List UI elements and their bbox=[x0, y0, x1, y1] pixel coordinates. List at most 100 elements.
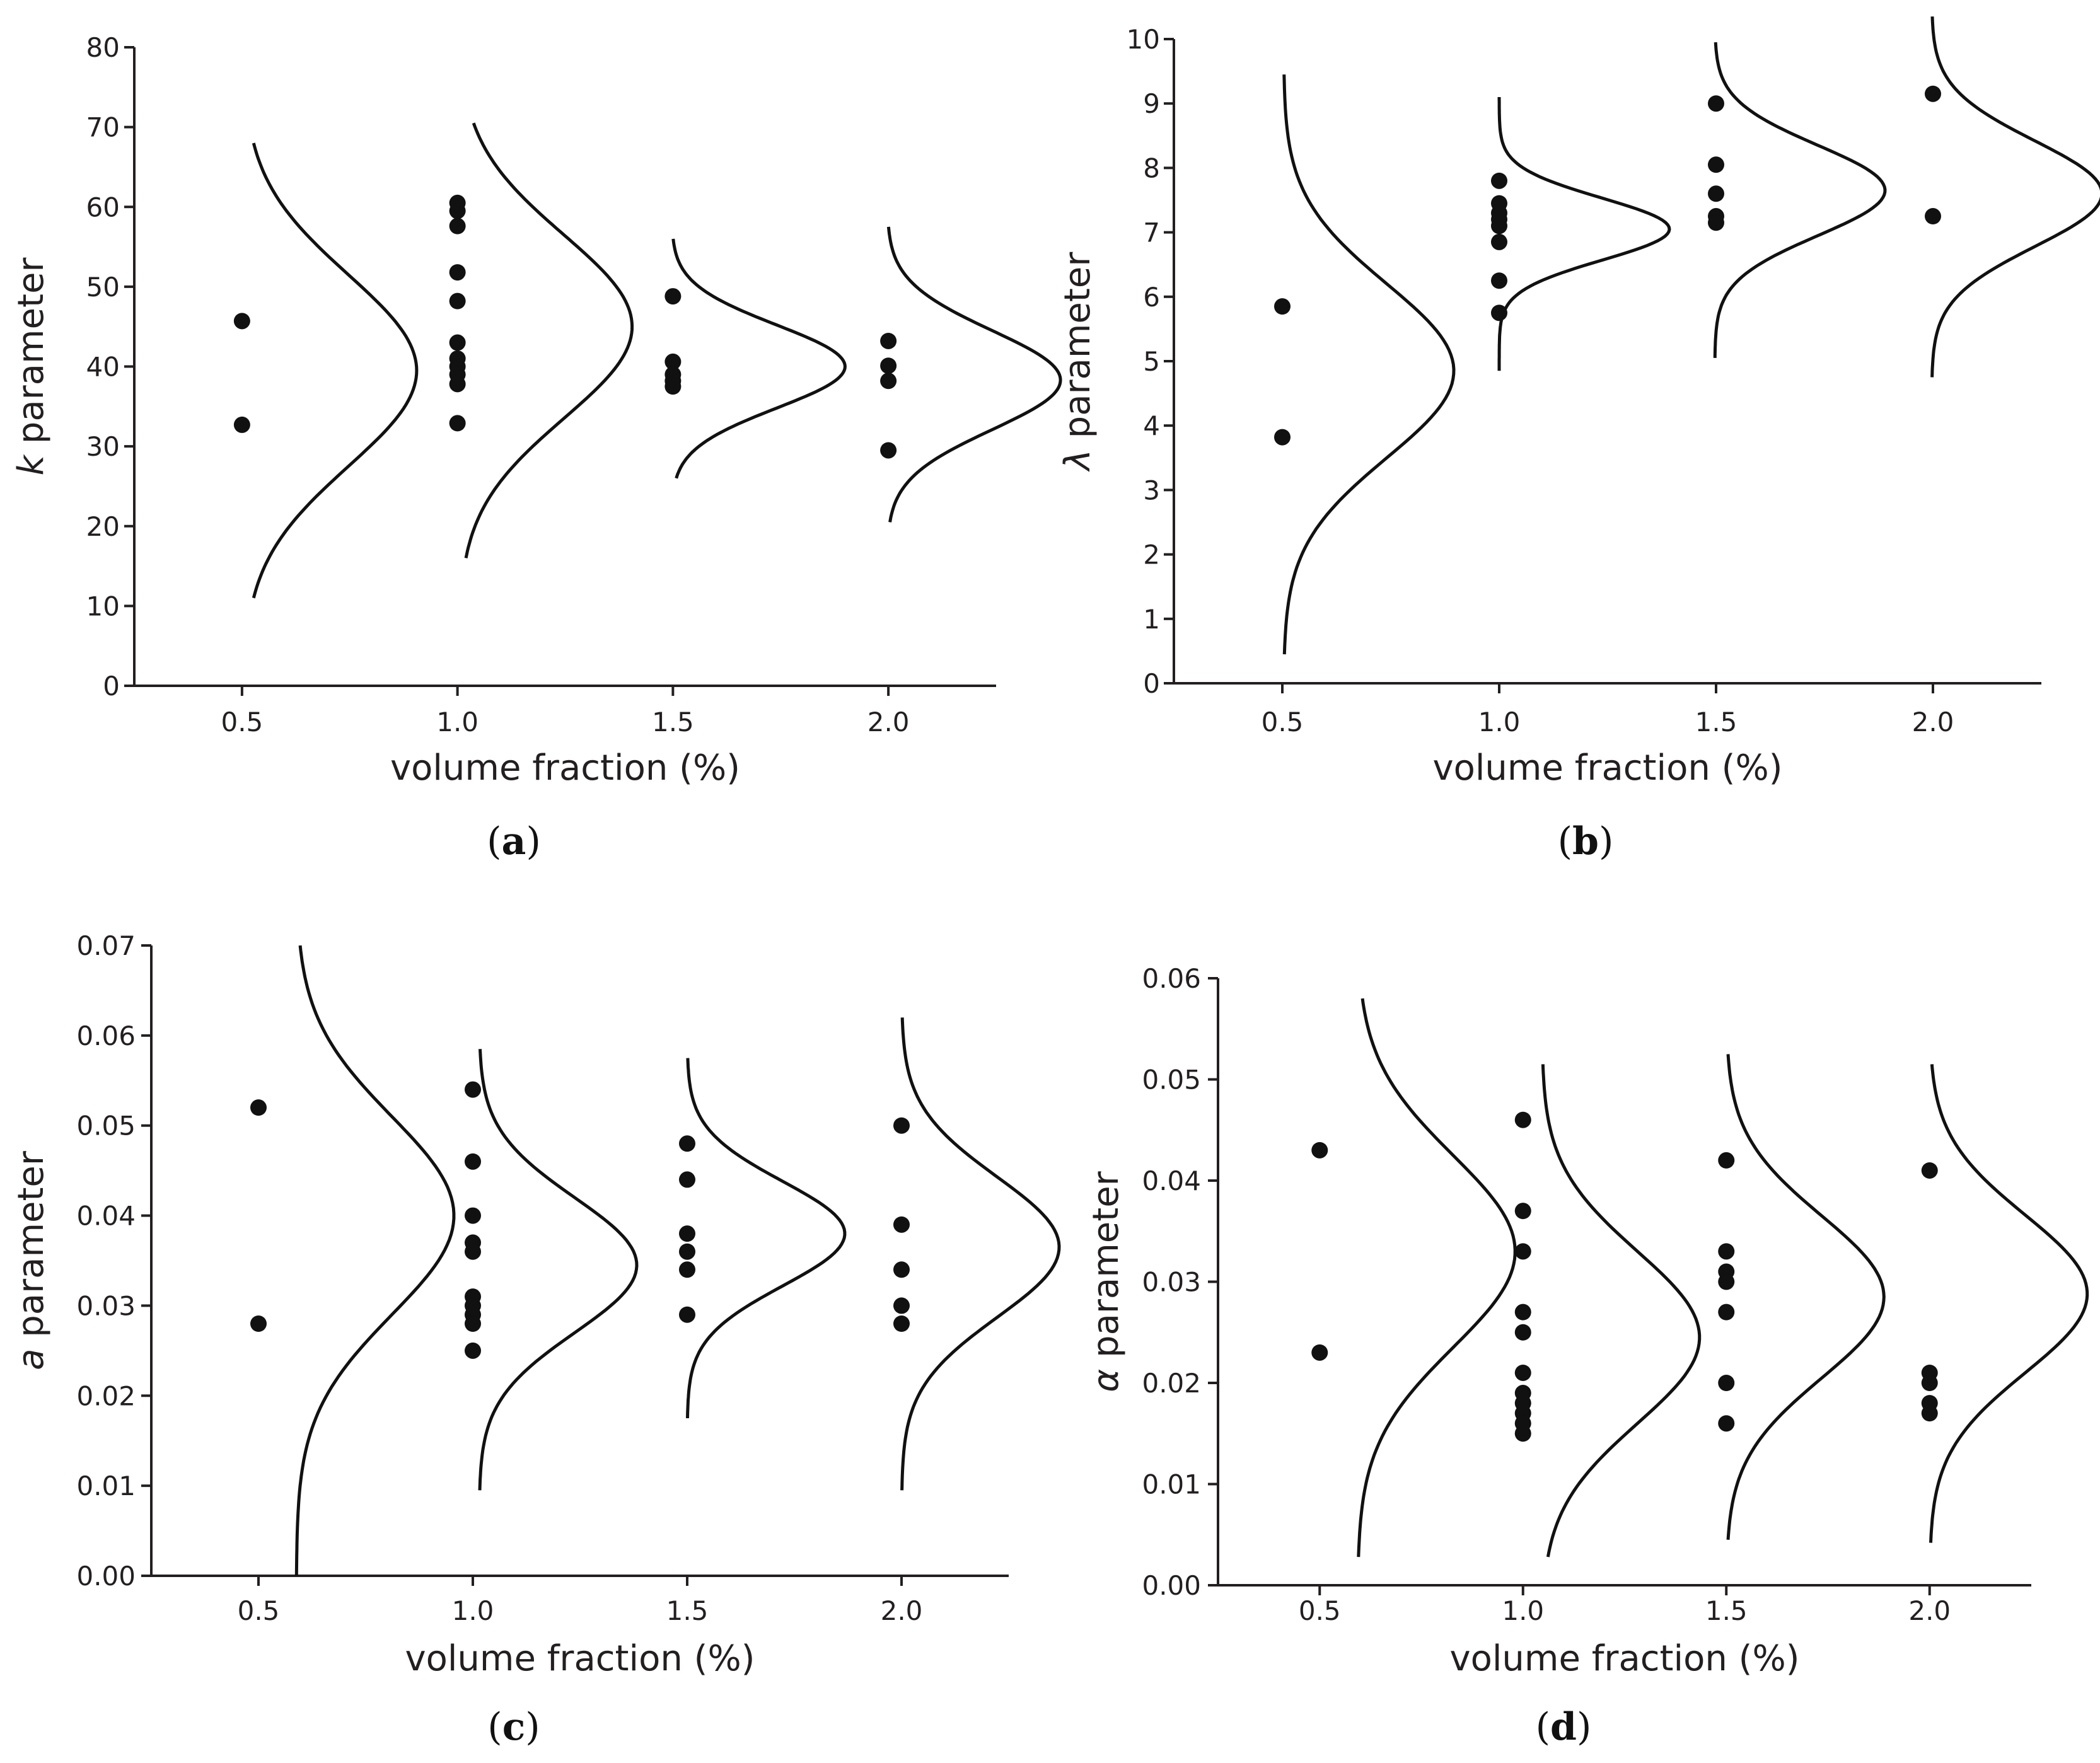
data-point bbox=[1491, 172, 1507, 189]
panel-label-close: ) bbox=[526, 819, 540, 864]
data-point bbox=[1514, 1324, 1531, 1341]
data-point bbox=[1491, 217, 1507, 234]
x-tick-label: 1.0 bbox=[1478, 707, 1521, 737]
y-axis-title: α parameter bbox=[1086, 1171, 1127, 1392]
data-point bbox=[465, 1081, 481, 1098]
y-axis-title-symbol: a bbox=[11, 1349, 52, 1370]
data-point bbox=[1718, 1152, 1735, 1169]
data-point bbox=[250, 1315, 267, 1332]
y-axis-title: a parameter bbox=[11, 1150, 52, 1370]
y-tick-label: 0.04 bbox=[1142, 1165, 1201, 1196]
data-point bbox=[1514, 1243, 1531, 1260]
y-tick-label: 50 bbox=[86, 272, 120, 303]
y-tick-label: 0 bbox=[1143, 668, 1160, 699]
data-point bbox=[1708, 156, 1724, 173]
data-point bbox=[449, 334, 466, 351]
distribution-curve bbox=[1541, 1064, 1702, 1558]
y-tick-label: 1 bbox=[1143, 604, 1160, 635]
y-axis-title-symbol: λ bbox=[1057, 449, 1098, 472]
data-point bbox=[880, 442, 897, 459]
x-axis-title: volume fraction (%) bbox=[405, 1638, 755, 1679]
distribution-curve bbox=[1929, 1064, 2089, 1543]
data-point bbox=[880, 332, 897, 349]
data-point bbox=[1311, 1142, 1328, 1159]
x-tick-label: 1.5 bbox=[1705, 1595, 1748, 1626]
panel-c: 0.00 0.01 0.02 0.03 0.04 0.05 0.06 0.07 0.5 1.0 1.… bbox=[11, 930, 1061, 1749]
panel-label: (b) bbox=[1558, 819, 1614, 864]
data-point bbox=[465, 1315, 481, 1332]
y-tick-label: 30 bbox=[86, 431, 120, 462]
data-point bbox=[1708, 95, 1724, 112]
data-point bbox=[893, 1261, 910, 1278]
y-axis-title-text: parameter bbox=[11, 1150, 52, 1348]
data-point bbox=[1514, 1364, 1531, 1381]
data-point bbox=[679, 1243, 695, 1260]
data-point bbox=[1274, 429, 1291, 446]
x-axis-title: volume fraction (%) bbox=[1449, 1638, 1799, 1679]
x-tick-label: 1.0 bbox=[436, 707, 479, 737]
data-point bbox=[449, 217, 466, 234]
data-point bbox=[893, 1216, 910, 1233]
x-tick-label: 1.5 bbox=[652, 707, 694, 737]
data-point bbox=[1491, 304, 1507, 321]
distribution-curve bbox=[252, 142, 419, 599]
x-tick-label: 1.0 bbox=[452, 1595, 494, 1626]
panel-label-close: ) bbox=[525, 1705, 540, 1749]
panel-label-open: ( bbox=[487, 819, 501, 864]
panel-b: 0 1 2 3 4 5 6 7 8 9 10 0.5 1.0 1.5 2.0 volume fraction … bbox=[1057, 16, 2100, 864]
data-point bbox=[679, 1171, 695, 1188]
x-tick-label: 0.5 bbox=[1299, 1595, 1341, 1626]
distribution-curve bbox=[1357, 998, 1517, 1558]
data-point bbox=[880, 357, 897, 374]
x-tick-label: 2.0 bbox=[1908, 1595, 1951, 1626]
y-tick-label: 0.03 bbox=[1142, 1267, 1201, 1298]
y-tick-label: 8 bbox=[1143, 153, 1160, 183]
data-point bbox=[1718, 1243, 1735, 1260]
x-tick-label: 1.5 bbox=[666, 1595, 709, 1626]
data-point bbox=[1514, 1111, 1531, 1128]
distribution-curve bbox=[671, 238, 847, 479]
data-point bbox=[1708, 185, 1724, 202]
x-tick-label: 2.0 bbox=[1912, 707, 1954, 737]
panel-label-letter: d bbox=[1550, 1705, 1577, 1749]
y-tick-label: 7 bbox=[1143, 217, 1160, 248]
distribution-curve bbox=[886, 226, 1062, 523]
y-axis-title-symbol: k bbox=[11, 453, 52, 475]
y-tick-label: 70 bbox=[86, 112, 120, 143]
y-tick-label: 6 bbox=[1143, 282, 1160, 313]
data-point bbox=[1491, 272, 1507, 289]
panel-a: 0 10 20 30 40 50 60 70 80 0.5 1.0 1.5 2.0 volume frac… bbox=[11, 32, 1062, 864]
data-point bbox=[664, 378, 682, 395]
x-tick-label: 2.0 bbox=[867, 707, 910, 737]
distribution-curve bbox=[686, 1058, 847, 1419]
distribution-curve bbox=[1930, 16, 2100, 378]
panel-label-letter: b bbox=[1572, 819, 1599, 864]
distribution-curve bbox=[900, 1017, 1061, 1491]
y-tick-label: 0.07 bbox=[76, 930, 136, 961]
x-axis-title: volume fraction (%) bbox=[390, 748, 740, 789]
panel-label: (d) bbox=[1536, 1705, 1592, 1749]
y-tick-label: 0.00 bbox=[1142, 1570, 1201, 1601]
panel-label-letter: c bbox=[502, 1705, 526, 1749]
y-axis-title: k parameter bbox=[11, 257, 52, 476]
data-point bbox=[1925, 85, 1941, 102]
data-point bbox=[679, 1306, 695, 1323]
data-point bbox=[465, 1342, 481, 1359]
y-tick-label: 0.01 bbox=[76, 1471, 136, 1501]
y-tick-label: 0.02 bbox=[1142, 1368, 1201, 1399]
data-point bbox=[880, 373, 897, 390]
data-point bbox=[1274, 298, 1291, 315]
y-tick-label: 9 bbox=[1143, 88, 1160, 119]
data-point bbox=[1718, 1375, 1735, 1391]
y-tick-label: 0.05 bbox=[76, 1111, 136, 1142]
data-point bbox=[1514, 1203, 1531, 1220]
x-axis-title: volume fraction (%) bbox=[1432, 748, 1782, 789]
data-point bbox=[233, 416, 250, 433]
data-point bbox=[1718, 1273, 1735, 1290]
y-tick-label: 0.06 bbox=[76, 1020, 136, 1051]
distribution-curve bbox=[294, 945, 456, 1576]
y-tick-label: 0.02 bbox=[76, 1380, 136, 1411]
data-point bbox=[1514, 1425, 1531, 1442]
x-tick-label: 0.5 bbox=[1262, 707, 1304, 737]
